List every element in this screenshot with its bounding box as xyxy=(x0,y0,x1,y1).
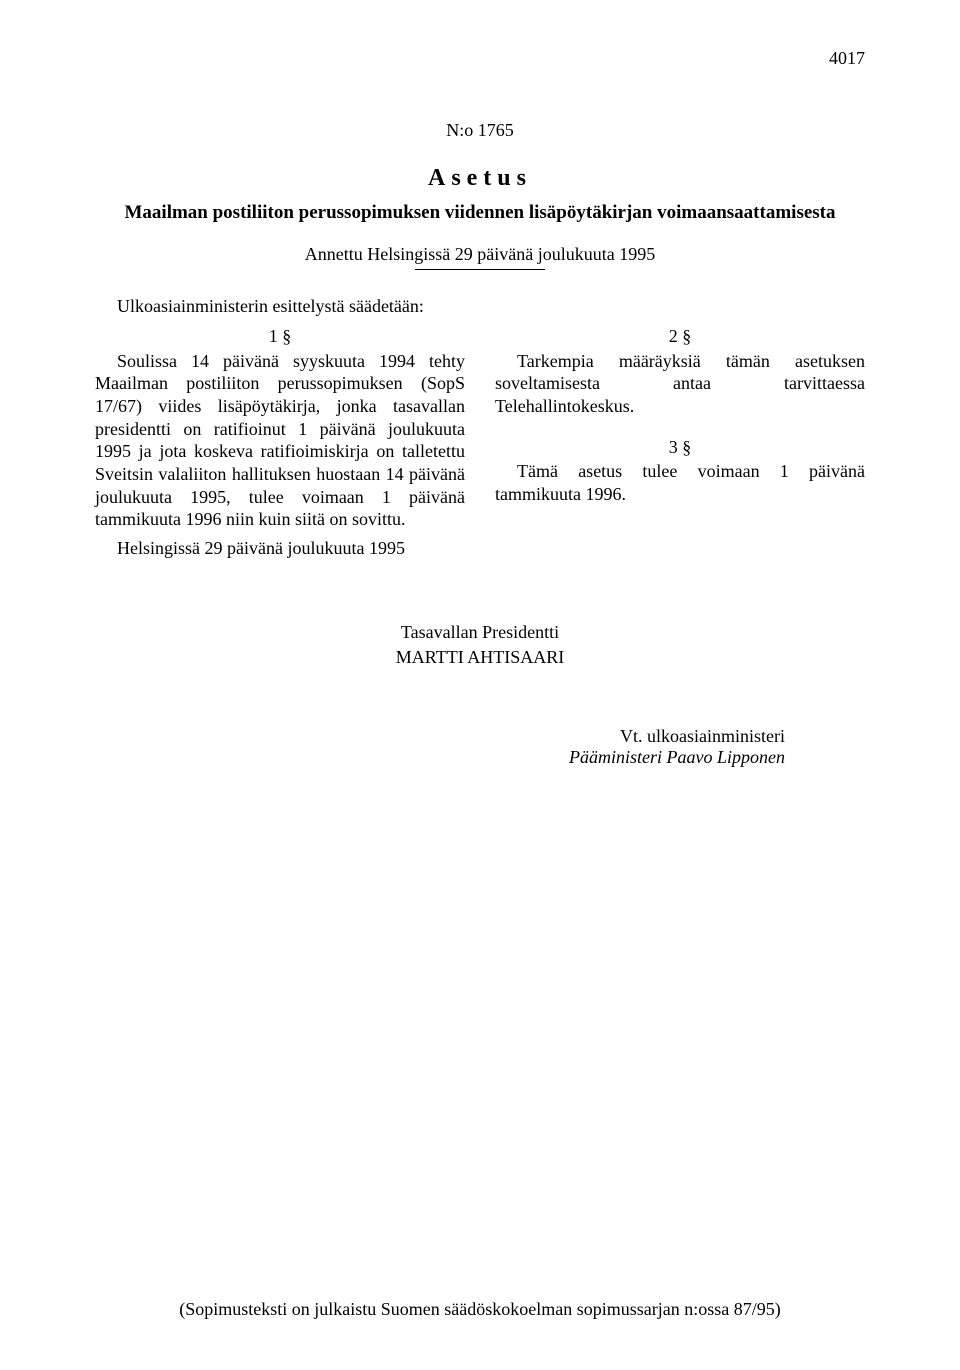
countersignature-role: Vt. ulkoasiainministeri xyxy=(95,726,785,747)
countersignature-name-text: Pääministeri Paavo Lipponen xyxy=(569,747,785,767)
signature-block: Tasavallan Presidentti MARTTI AHTISAARI xyxy=(95,622,865,668)
page-number: 4017 xyxy=(829,48,865,69)
document-given-at: Annettu Helsingissä 29 päivänä joulukuut… xyxy=(95,244,865,265)
section-2-number: 2 § xyxy=(495,325,865,348)
section-1-number: 1 § xyxy=(95,325,465,348)
right-column: 2 § Tarkempia määräyksiä tämän asetuksen… xyxy=(495,325,865,560)
document-type: Asetus xyxy=(95,165,865,192)
left-column: 1 § Soulissa 14 päivänä syyskuuta 1994 t… xyxy=(95,325,465,560)
document-title: Maailman postiliiton perussopimuksen vii… xyxy=(95,202,865,224)
section-3-number: 3 § xyxy=(495,436,865,459)
footnote: (Sopimusteksti on julkaistu Suomen säädö… xyxy=(0,1299,960,1320)
countersignature-name: Pääministeri Paavo Lipponen xyxy=(95,747,785,768)
divider xyxy=(415,269,545,270)
section-3-text: Tämä asetus tulee voimaan 1 päivänä tamm… xyxy=(495,460,865,505)
closing-line: Helsingissä 29 päivänä joulukuuta 1995 xyxy=(95,537,465,560)
section-1-text: Soulissa 14 päivänä syyskuuta 1994 tehty… xyxy=(95,350,465,531)
signature-title: Tasavallan Presidentti xyxy=(95,622,865,643)
countersignature-block: Vt. ulkoasiainministeri Pääministeri Paa… xyxy=(95,726,865,768)
intro-paragraph: Ulkoasiainministerin esittelystä säädetä… xyxy=(95,296,865,317)
document-number: N:o 1765 xyxy=(95,120,865,141)
body-columns: 1 § Soulissa 14 päivänä syyskuuta 1994 t… xyxy=(95,325,865,560)
signature-name: MARTTI AHTISAARI xyxy=(95,647,865,668)
document-header: N:o 1765 Asetus Maailman postiliiton per… xyxy=(95,120,865,270)
section-2-text: Tarkempia määräyksiä tämän asetuksen sov… xyxy=(495,350,865,418)
